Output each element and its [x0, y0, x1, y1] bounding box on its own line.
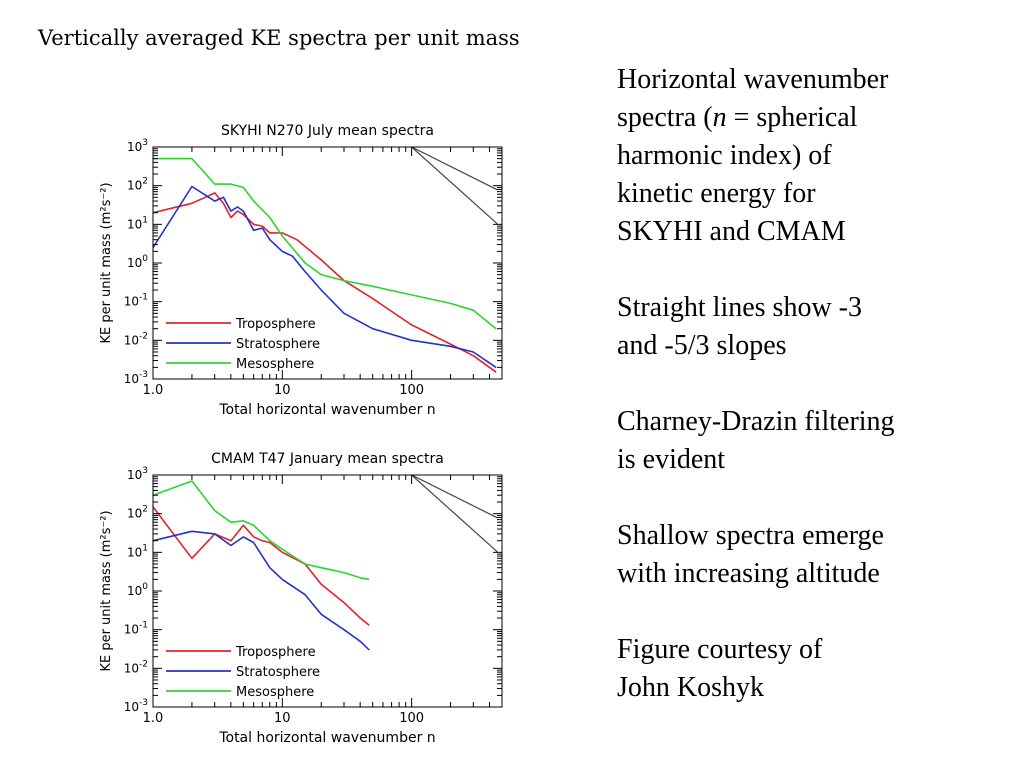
y-tick-label: 10-2: [124, 331, 148, 347]
legend-label-stratosphere: Stratosphere: [236, 665, 320, 680]
y-tick-label: 10-1: [124, 293, 148, 309]
x-tick-label: 10: [274, 383, 291, 398]
y-tick-label: 10-3: [124, 370, 148, 386]
note-credit: Figure courtesy of John Koshyk: [617, 634, 823, 703]
legend-label-mesosphere: Mesosphere: [236, 685, 314, 700]
legend-label-mesosphere: Mesosphere: [236, 357, 314, 372]
series-line-stratosphere: [153, 185, 497, 369]
cmam-spectra-chart: CMAM T47 January mean spectra 1.0 10 100 10-…: [99, 451, 503, 746]
x-axis-label: Total horizontal wavenumber n: [218, 730, 435, 746]
x-tick-label: 100: [399, 383, 424, 398]
y-tick-label: 10-1: [124, 621, 148, 637]
y-tick-label: 103: [127, 138, 148, 154]
series-line-mesosphere: [153, 157, 497, 330]
x-tick-label: 10: [274, 711, 291, 726]
slope-line-0: [411, 475, 498, 553]
note-shallow-spectra: Shallow spectra emerge with increasing a…: [617, 520, 884, 589]
note-slopes: Straight lines show -3 and -5/3 slopes: [617, 292, 862, 361]
note-filtering: Charney-Drazin filtering is evident: [617, 406, 895, 475]
series-line-mesosphere: [153, 480, 370, 581]
y-axis-label: KE per unit mass (m²s⁻²): [99, 182, 114, 343]
x-tick-label: 1.0: [143, 711, 164, 726]
y-tick-label: 102: [127, 505, 148, 521]
skyhi-spectra-chart: SKYHI N270 July mean spectra 1.0 10 100 10-3…: [99, 123, 503, 418]
y-tick-label: 10-2: [124, 659, 148, 675]
y-tick-label: 10-3: [124, 698, 148, 714]
note-description: Horizontal wavenumber spectra (n = spher…: [617, 64, 889, 247]
y-tick-label: 103: [127, 466, 148, 482]
legend-label-stratosphere: Stratosphere: [236, 337, 320, 352]
series-line-stratosphere: [153, 530, 370, 651]
slide-title: Vertically averaged KE spectra per unit …: [38, 26, 520, 50]
y-tick-label: 101: [127, 215, 148, 231]
chart-title: CMAM T47 January mean spectra: [211, 451, 444, 467]
legend-label-troposphere: Troposphere: [235, 645, 316, 660]
side-notes: Horizontal wavenumber spectra (n = spher…: [617, 61, 1017, 707]
series-line-troposphere: [153, 506, 370, 626]
slope-line-1: [411, 147, 498, 191]
series-line-troposphere: [153, 192, 497, 373]
chart-title: SKYHI N270 July mean spectra: [221, 123, 434, 139]
y-axis-label: KE per unit mass (m²s⁻²): [99, 510, 114, 671]
slope-line-0: [411, 147, 498, 225]
slope-line-1: [411, 475, 498, 519]
y-tick-label: 102: [127, 177, 148, 193]
x-axis-label: Total horizontal wavenumber n: [218, 402, 435, 418]
y-tick-label: 100: [127, 582, 148, 598]
legend-label-troposphere: Troposphere: [235, 317, 316, 332]
x-tick-label: 100: [399, 711, 424, 726]
y-tick-label: 100: [127, 254, 148, 270]
y-tick-label: 101: [127, 543, 148, 559]
x-tick-label: 1.0: [143, 383, 164, 398]
